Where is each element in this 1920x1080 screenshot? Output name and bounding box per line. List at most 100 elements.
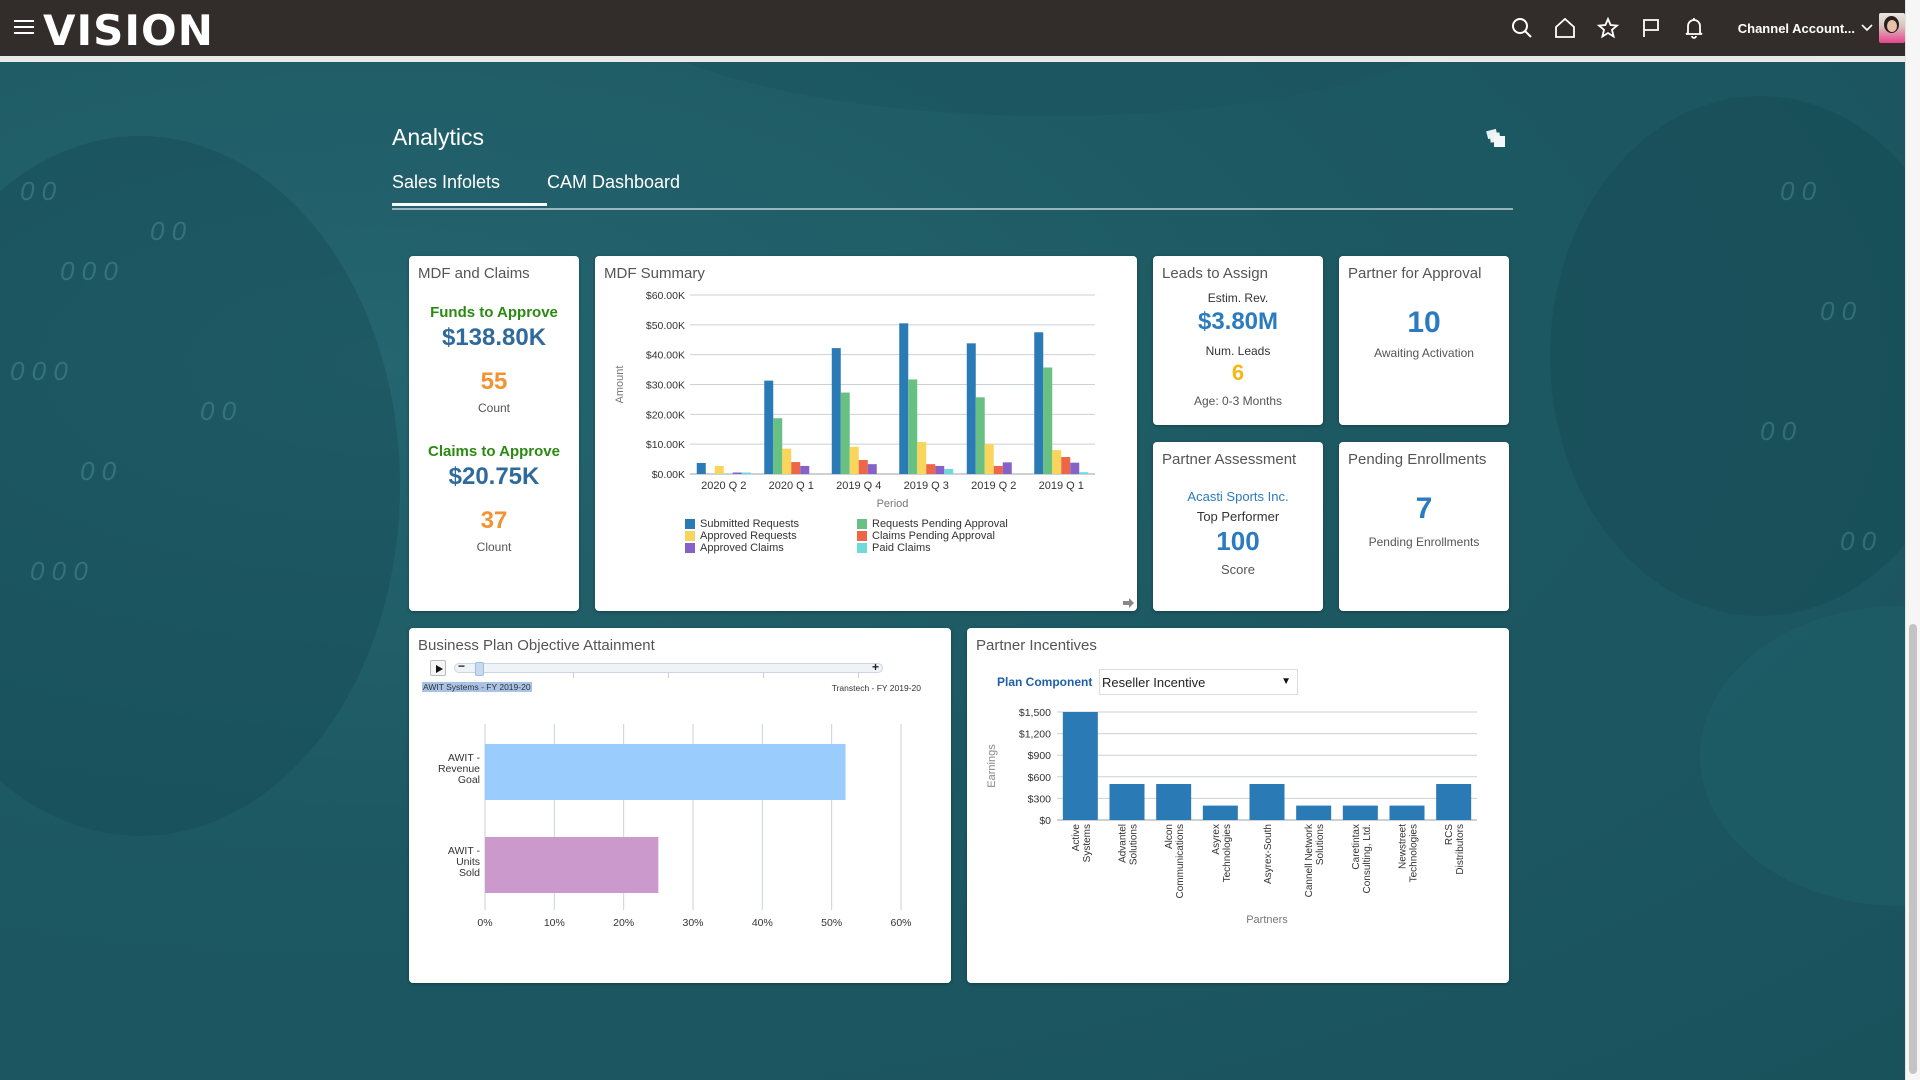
rev-value[interactable]: $3.80M — [1197, 308, 1279, 335]
y-tick-label: AWIT - — [448, 845, 481, 857]
legend-item[interactable]: Claims Pending Approval — [857, 530, 995, 542]
slider-end-label[interactable]: Transtech - FY 2019-20 — [831, 683, 921, 693]
avatar[interactable] — [1879, 13, 1905, 43]
x-tick-label-group: Asyrex-South — [1263, 824, 1274, 884]
bar — [1109, 784, 1145, 820]
header-divider — [0, 56, 1905, 62]
card-title: MDF Summary — [604, 265, 705, 282]
user-menu[interactable]: Channel Account... — [1738, 21, 1873, 36]
legend-item[interactable]: Submitted Requests — [685, 518, 799, 530]
flag-icon[interactable] — [1630, 0, 1673, 56]
x-tick-label-group: Cannell Network Solutions — [1304, 823, 1326, 897]
x-tick-label: Systems — [1082, 824, 1093, 862]
bar — [831, 348, 841, 474]
zoom-in-button[interactable]: + — [871, 660, 879, 674]
x-tick-label: 2020 Q 1 — [769, 480, 814, 492]
home-icon[interactable] — [1544, 0, 1587, 56]
background: 0 0 0 0 0 0 0 0 0 0 0 0 0 0 0 0 0 0 0 0 … — [0, 56, 1905, 1080]
bar — [867, 464, 877, 474]
tab-cam-dashboard[interactable]: CAM Dashboard — [547, 172, 681, 192]
play-button[interactable] — [430, 660, 446, 676]
y-tick-label: $30.00K — [646, 380, 685, 392]
legend-item[interactable]: Paid Claims — [857, 542, 931, 554]
funds-amount[interactable]: $138.80K — [441, 324, 547, 351]
bar — [1070, 462, 1080, 474]
bar — [849, 446, 859, 474]
card-title: MDF and Claims — [418, 265, 530, 282]
legend-item[interactable]: Approved Claims — [685, 542, 784, 554]
zoom-out-button[interactable]: − — [458, 659, 466, 673]
menu-icon[interactable] — [14, 20, 34, 36]
card-title: Partner Assessment — [1162, 451, 1297, 468]
awaiting-count[interactable]: 10 — [1407, 306, 1441, 339]
x-tick-label: Advantel — [1118, 824, 1129, 863]
x-tick-label: 20% — [613, 917, 634, 929]
rev-label: Estim. Rev. — [1207, 291, 1269, 305]
bpoa-card[interactable]: Business Plan Objective Attainment − + A… — [409, 628, 951, 983]
card-title: Business Plan Objective Attainment — [418, 637, 655, 654]
slider-start-label[interactable]: AWIT Systems - FY 2019-20 — [422, 682, 532, 692]
score-value[interactable]: 100 — [1216, 526, 1260, 556]
bar — [1052, 450, 1062, 474]
dropdown-arrow-icon: ▼ — [1281, 676, 1291, 687]
y-tick-label: Units — [456, 856, 480, 868]
legend-item[interactable]: Requests Pending Approval — [857, 518, 1008, 530]
pending-count[interactable]: 7 — [1415, 492, 1433, 525]
bar — [917, 442, 927, 474]
bell-icon[interactable] — [1673, 0, 1716, 56]
plan-component-select[interactable]: Reseller Incentive ▼ — [1099, 669, 1298, 695]
tab-sales-infolets[interactable]: Sales Infolets — [392, 172, 547, 206]
bar — [1389, 805, 1425, 820]
top-partner-link[interactable]: Acasti Sports Inc. — [1187, 489, 1289, 504]
y-tick-label: $20.00K — [646, 409, 685, 421]
plan-component-value: Reseller Incentive — [1102, 675, 1206, 690]
search-icon[interactable] — [1501, 0, 1544, 56]
mdf-summary-card[interactable]: MDF Summary $0.00K $10.00K $20.00K $30.00K $… — [595, 256, 1137, 611]
x-tick-label: Asyrex-South — [1263, 824, 1274, 884]
y-tick-label: $40.00K — [646, 350, 685, 362]
legend-item[interactable]: Approved Requests — [685, 530, 797, 542]
plan-component-label: Plan Component — [997, 675, 1093, 689]
bar — [926, 464, 936, 474]
time-slider[interactable]: − + — [454, 659, 883, 678]
y-tick-label: $900 — [1028, 750, 1052, 762]
leads-to-assign-card[interactable]: Leads to Assign Estim. Rev. $3.80M Num. … — [1153, 256, 1323, 425]
mdf-claims-card[interactable]: MDF and Claims Funds to Approve $138.80K… — [409, 256, 579, 611]
scrollbar-thumb[interactable] — [1909, 624, 1917, 1074]
bar — [935, 465, 945, 474]
x-tick-label-group: Asyrex Technologies — [1211, 824, 1233, 882]
mdf-summary-chart: $0.00K $10.00K $20.00K $30.00K $40.00K $50.00… — [614, 290, 1095, 510]
partner-for-approval-card[interactable]: Partner for Approval 10 Awaiting Activat… — [1339, 256, 1509, 425]
partner-incentives-card[interactable]: Partner Incentives Plan Component Resell… — [967, 628, 1509, 983]
bar — [1002, 462, 1012, 474]
num-leads-value[interactable]: 6 — [1231, 360, 1245, 385]
card-title: Pending Enrollments — [1348, 451, 1487, 468]
bar — [764, 380, 774, 474]
legend-swatch — [685, 519, 695, 529]
slider-tick — [573, 673, 574, 678]
claims-amount[interactable]: $20.75K — [448, 463, 540, 490]
legend-label: Approved Claims — [700, 542, 784, 554]
bpoa-chart: 0% 10% 20% 30% 40% 50% 60%AWIT -RevenueGoalAWI… — [438, 724, 912, 929]
slider-handle[interactable] — [475, 662, 484, 676]
claims-count[interactable]: 37 — [480, 507, 508, 534]
tab-bar: Sales Infolets CAM Dashboard — [392, 170, 1513, 210]
x-tick-label-group: Caretintax Consulting, Ltd. — [1351, 824, 1373, 894]
num-leads-label: Num. Leads — [1205, 344, 1271, 358]
app-logo[interactable]: VISION — [43, 6, 214, 55]
expand-arrow-icon[interactable] — [1123, 598, 1135, 608]
star-icon[interactable] — [1587, 0, 1630, 56]
bar — [1156, 784, 1192, 820]
x-tick-label: 30% — [682, 917, 703, 929]
x-axis-title: Period — [877, 498, 909, 510]
legend-swatch — [857, 519, 867, 529]
pending-enrollments-card[interactable]: Pending Enrollments 7 Pending Enrollment… — [1339, 442, 1509, 611]
copy-pages-icon[interactable] — [1486, 128, 1506, 148]
partner-assessment-card[interactable]: Partner Assessment Acasti Sports Inc. To… — [1153, 442, 1323, 611]
y-tick-label: $1,200 — [1019, 729, 1051, 741]
page-scrollbar[interactable] — [1905, 0, 1920, 1080]
funds-count[interactable]: 55 — [480, 368, 508, 395]
y-tick-label: AWIT - — [448, 752, 481, 764]
bar — [858, 459, 868, 474]
claims-label: Claims to Approve — [428, 443, 560, 460]
